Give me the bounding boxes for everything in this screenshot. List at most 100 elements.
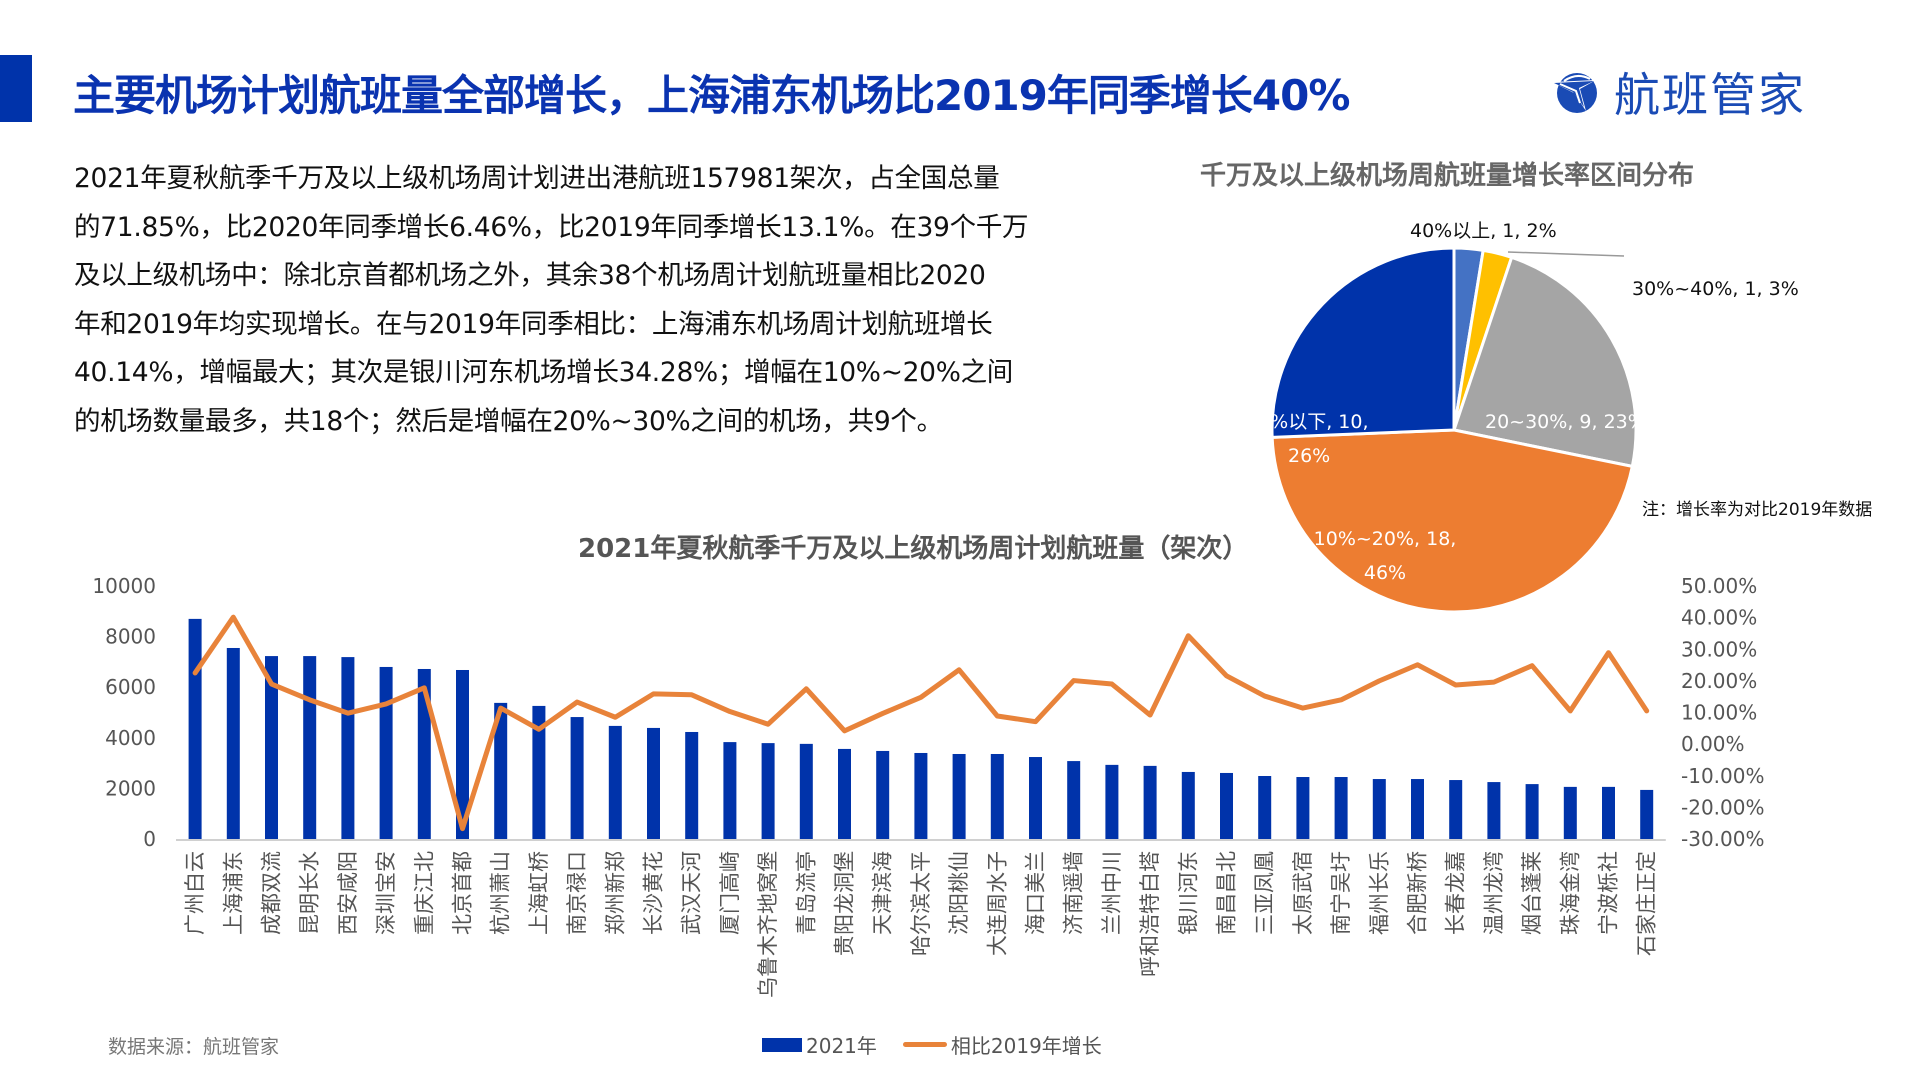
legend-swatch-bar: [762, 1037, 802, 1052]
bar-17: [838, 748, 851, 839]
bar-9: [532, 705, 546, 839]
category-label: 三亚凤凰: [1253, 851, 1277, 935]
bar-5: [379, 666, 393, 839]
left-axis-tick: 10000: [92, 574, 156, 598]
category-label: 郑州新郑: [603, 851, 627, 935]
category-label: 南宁吴圩: [1329, 851, 1353, 935]
bar-13: [685, 731, 699, 839]
summary-line: 的机场数量最多，共18个；然后是增幅在20%~30%之间的机场，共9个。: [74, 405, 943, 437]
category-label: 福州长乐: [1367, 851, 1391, 935]
bar-2: [265, 656, 278, 839]
category-label: 珠海金湾: [1558, 851, 1582, 935]
pie-label-20-30: 20~30%, 9, 23%: [1485, 411, 1646, 433]
summary-line: 的71.85%，比2020年同季增长6.46%，比2019年同季增长13.1%。…: [74, 211, 1029, 243]
category-label: 广州白云: [183, 851, 207, 935]
bar-4: [341, 657, 355, 839]
category-label: 海口美兰: [1024, 851, 1048, 935]
pie-slice-3: [1270, 428, 1635, 614]
bar-24: [1105, 764, 1119, 839]
category-label: 太原武宿: [1291, 851, 1315, 935]
legend-label-growth: 相比2019年增长: [950, 1034, 1102, 1058]
bar-35: [1525, 784, 1539, 839]
pie-slice-4: [1270, 246, 1456, 439]
category-label: 呼和浩特白塔: [1138, 851, 1162, 977]
right-axis-tick: -10.00%: [1681, 764, 1764, 788]
summary-line: 40.14%，增幅最大；其次是银川河东机场增长34.28%；增幅在10%~20%…: [74, 357, 1013, 388]
legend-swatch-line: [902, 1042, 947, 1047]
category-label: 厦门高崎: [718, 851, 742, 935]
category-label: 上海虹桥: [527, 851, 551, 935]
left-axis-tick: 4000: [105, 726, 156, 750]
bar-19: [914, 752, 928, 839]
category-label: 兰州中川: [1100, 851, 1124, 935]
right-axis-tick: 0.00%: [1681, 732, 1745, 756]
bar-11: [608, 725, 622, 839]
category-label: 青岛流亭: [794, 851, 818, 935]
category-label: 昆明长水: [298, 851, 322, 935]
data-source: 数据来源：航班管家: [108, 1036, 280, 1058]
category-label: 大连周水子: [985, 851, 1009, 956]
pie-chart-canvas: [1270, 246, 1638, 614]
category-label: 南昌昌北: [1215, 851, 1239, 935]
category-label: 烟台蓬莱: [1520, 851, 1544, 935]
bar-26: [1181, 771, 1195, 839]
summary-line: 2021年夏秋航季千万及以上级机场周计划进出港航班157981架次，占全国总量: [74, 163, 1000, 194]
bar-29: [1296, 777, 1310, 839]
pie-chart-title: 千万及以上级机场周航班量增长率区间分布: [1200, 161, 1695, 191]
category-label: 乌鲁木齐地窝堡: [756, 851, 780, 998]
category-label: 北京首都: [451, 851, 475, 935]
bar-20: [952, 753, 966, 839]
bar-33: [1449, 780, 1463, 839]
bar-7: [456, 669, 469, 839]
pie-label-below-10: 10%以下, 10, 26%: [1246, 405, 1391, 473]
category-label: 合肥新桥: [1406, 851, 1430, 935]
chart-legend: 2021年 相比2019年增长: [762, 1030, 1102, 1059]
right-axis-tick: -20.00%: [1681, 795, 1764, 819]
bar-27: [1220, 772, 1233, 839]
pie-leader-line: [1507, 251, 1625, 257]
brand-name: 航班管家: [1614, 68, 1806, 122]
bar-36: [1563, 786, 1577, 839]
category-label: 长沙黄花: [642, 851, 666, 935]
bar-6: [417, 668, 431, 839]
left-axis-tick: 2000: [105, 776, 156, 800]
left-axis-tick: 6000: [105, 675, 156, 699]
category-label: 银川河东: [1176, 851, 1200, 935]
bar-10: [570, 717, 584, 839]
bar-18: [876, 750, 890, 839]
category-label: 济南遥墙: [1062, 851, 1086, 935]
title-accent-bar: [0, 55, 32, 122]
category-label: 武汉天河: [680, 851, 704, 935]
bar-30: [1334, 777, 1348, 839]
bar-28: [1258, 776, 1272, 839]
brand-logo: 航班管家: [1550, 62, 1806, 122]
bar-0: [188, 618, 202, 839]
plane-globe-icon: [1552, 73, 1597, 113]
bar-38: [1640, 789, 1654, 839]
pie-label-10-20-line2: 46%: [1363, 562, 1407, 584]
category-label: 温州龙湾: [1482, 851, 1506, 935]
category-label: 长春龙嘉: [1444, 851, 1468, 935]
pie-label-10-20: 10%~20%, 18, 46%: [1295, 522, 1475, 590]
bar-12: [647, 727, 660, 839]
category-label: 上海浦东: [221, 851, 245, 935]
pie-label-30-40: 30%~40%, 1, 3%: [1632, 278, 1799, 300]
category-label: 哈尔滨太平: [909, 851, 933, 956]
pie-slice-2: [1452, 255, 1638, 469]
right-axis-tick: 30.00%: [1681, 637, 1757, 661]
bar-line-chart: 0 2000 4000 6000 8000 10000 -30.00% -20.00% -10.…: [92, 574, 1764, 998]
pie-label-below-10-line2: 26%: [1288, 445, 1331, 467]
right-axis-tick: -30.00%: [1681, 827, 1764, 851]
category-label: 贵阳龙洞堡: [833, 851, 857, 956]
bar-8: [494, 702, 508, 839]
category-label: 石家庄正定: [1635, 851, 1659, 956]
right-axis-tick: 50.00%: [1681, 574, 1757, 598]
bar-1: [226, 647, 240, 839]
bar-37: [1602, 786, 1615, 839]
category-label: 南京禄口: [565, 851, 589, 935]
category-label: 深圳宝安: [374, 851, 398, 935]
category-label: 宁波栎社: [1597, 851, 1621, 935]
right-axis-tick: 20.00%: [1681, 669, 1757, 693]
category-label: 天津滨海: [871, 851, 895, 935]
bar-3: [303, 656, 317, 839]
